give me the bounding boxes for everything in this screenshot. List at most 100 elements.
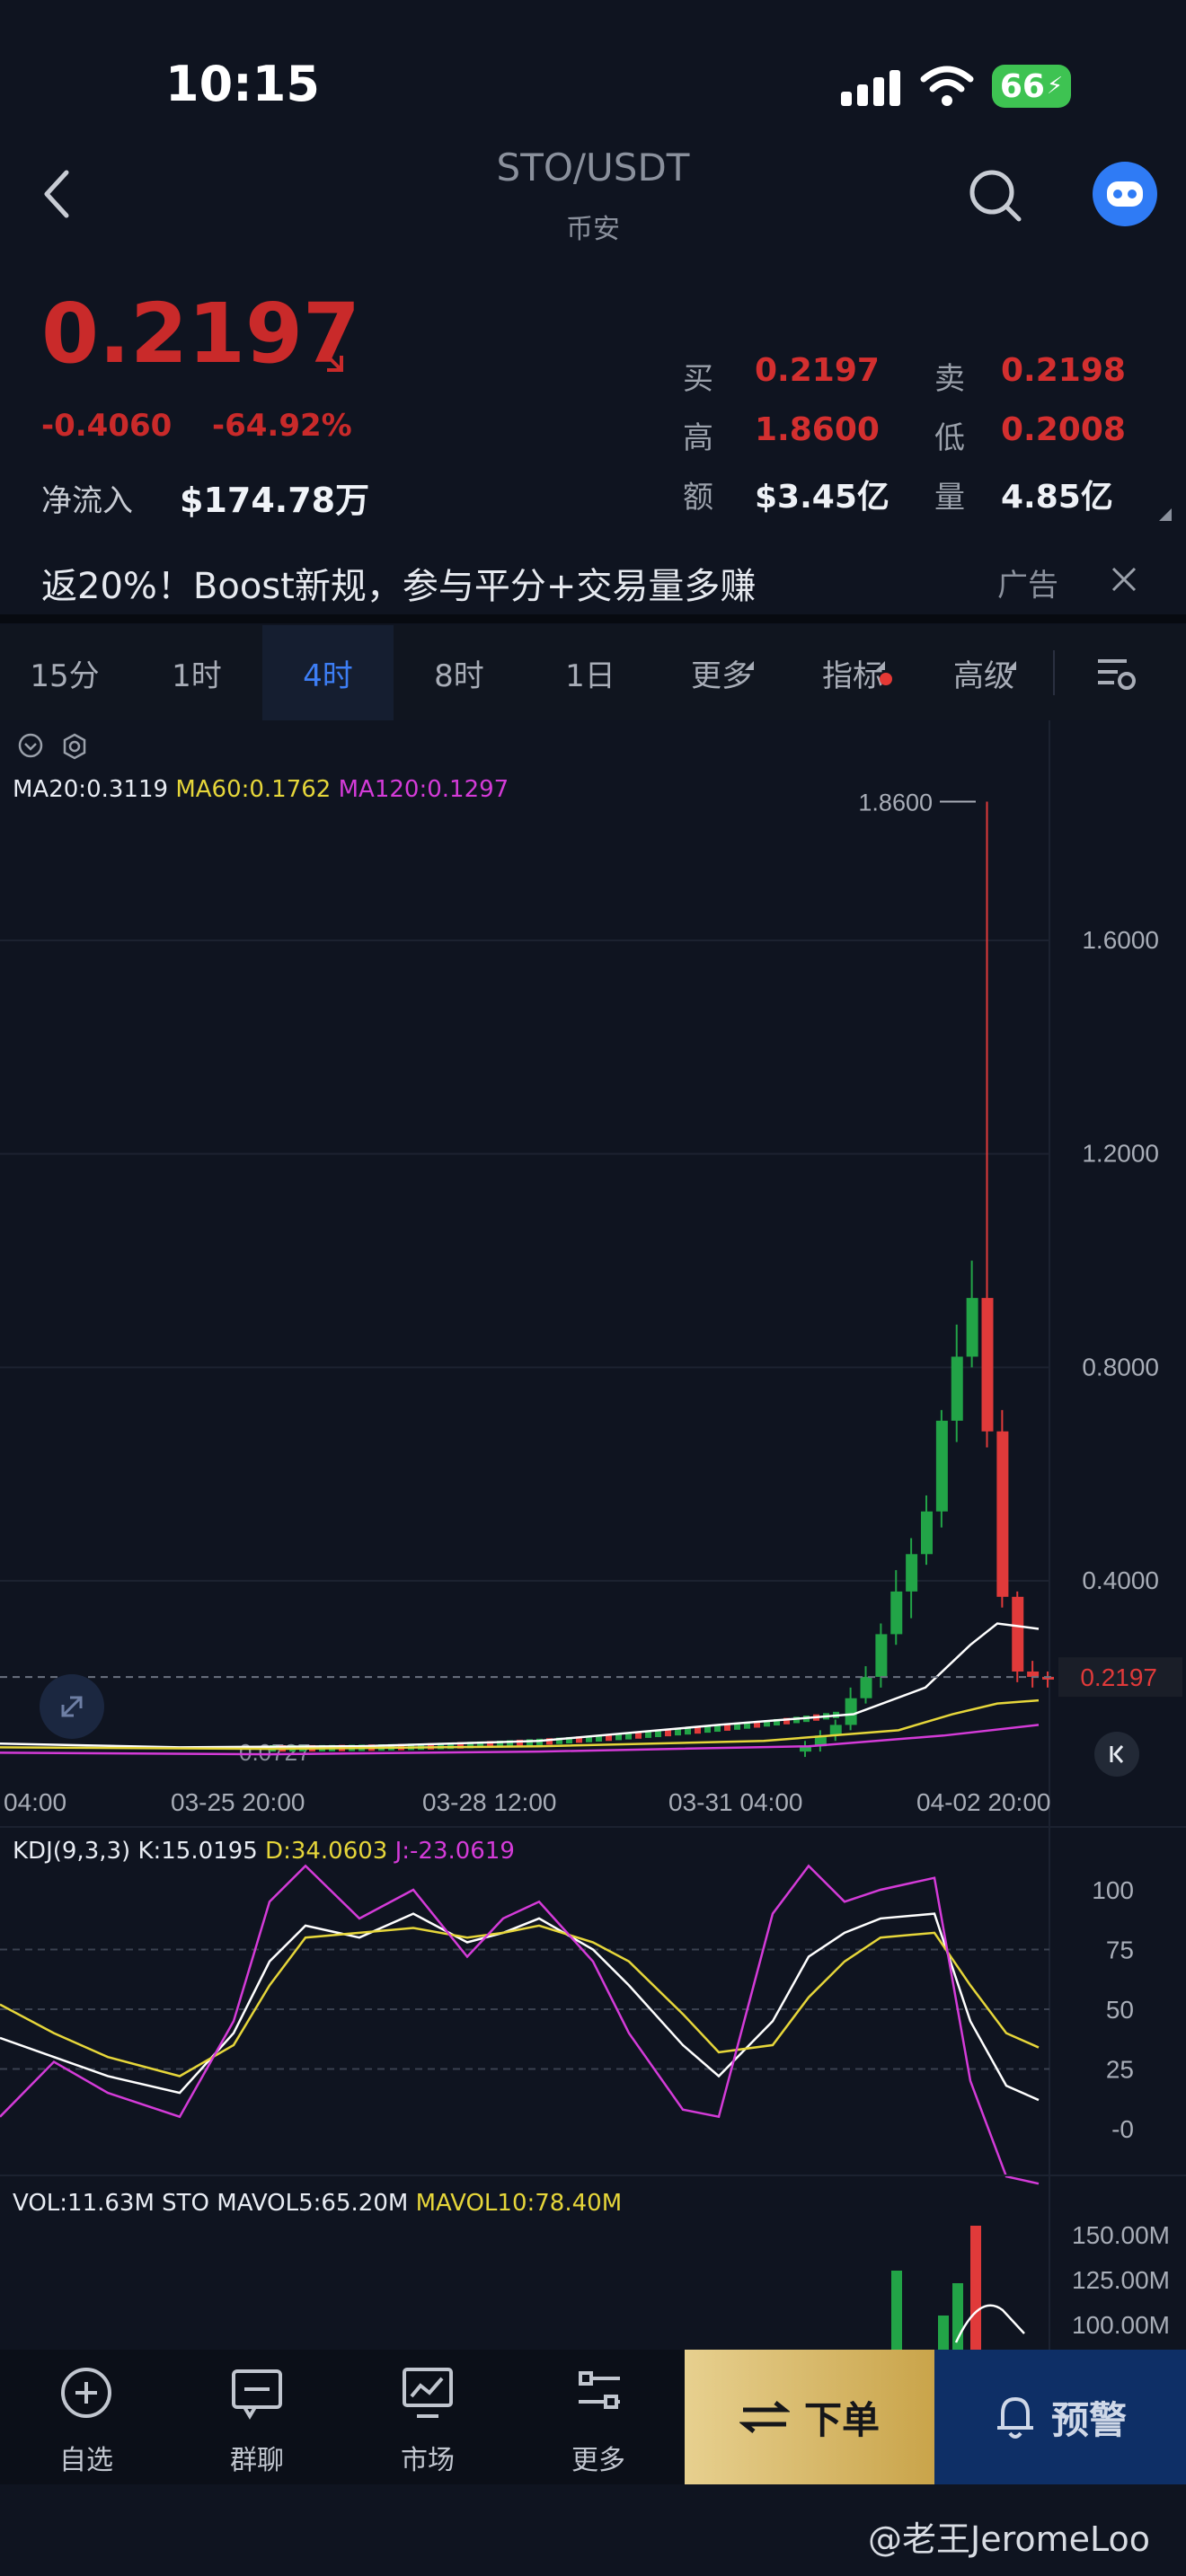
candle [935,1420,948,1512]
expand-corner-icon[interactable] [1159,508,1172,521]
candle [606,1734,612,1742]
down-arrow-icon [320,348,343,372]
high-label: 高 [683,420,713,456]
mavol5: MAVOL5:65.20M [217,2190,409,2217]
candle [586,1735,592,1742]
candle [645,1731,651,1738]
candle [783,1717,790,1725]
battery-indicator: 66 ⚡ [992,65,1071,108]
tab-advanced-label: 高级 [953,657,1016,694]
tab-8h[interactable]: 8时 [434,657,484,694]
candle [724,1724,730,1731]
ma60-line [0,1698,1040,1751]
high-price: 1.8600 [755,411,880,448]
tab-more-label: 更多 [691,657,754,694]
cellular-signal-icon [841,70,900,106]
candle [734,1723,740,1730]
close-icon[interactable] [1111,566,1137,593]
candle [890,1591,903,1635]
candle [447,1742,454,1750]
tab-4h[interactable]: 4时 [262,625,394,720]
candle [596,1734,602,1742]
candle [774,1718,780,1726]
ad-banner-text[interactable]: 返20%！Boost新规，参与平分+交易量多赚 [41,566,757,607]
collapse-chevron-icon[interactable] [18,733,45,760]
tab-indicators[interactable]: 指标 [787,625,918,720]
y-tick-label: 0.4000 [1082,1566,1159,1594]
volume-value: 4.85亿 [1001,479,1113,516]
tab-1d[interactable]: 1日 [565,657,615,694]
tab-advanced[interactable]: 高级 [918,625,1049,720]
kdj-y-tick: 50 [1106,1996,1134,2024]
candle [800,1746,811,1752]
price-chart[interactable]: 1.6000 1.2000 0.8000 0.4000 1.8600 0.0727 0.21… [0,720,1186,2350]
tab-15m[interactable]: 15分 [30,657,100,694]
candle [467,1742,474,1749]
nav-chat[interactable]: 群聊 [203,2362,311,2479]
candle [615,1734,622,1741]
high-marker-label: 1.8600 [858,790,933,816]
nav-chat-label: 群聊 [230,2445,284,2476]
candle [497,1740,503,1748]
nav-more-label: 更多 [571,2445,625,2476]
candle [566,1736,572,1744]
fullscreen-button[interactable] [40,1674,104,1739]
buy-label: 买 [683,361,713,397]
last-price: 0.2197 [41,286,361,382]
x-tick-label: 03-28 12:00 [422,1788,556,1816]
sell-label: 卖 [934,361,965,397]
tab-1h[interactable]: 1时 [172,657,222,694]
nav-watchlist[interactable]: 自选 [32,2362,140,2479]
current-price-tag: 0.2197 [1080,1663,1157,1691]
market-chart-icon [403,2368,453,2418]
nav-market[interactable]: 市场 [374,2362,482,2479]
vol-value: VOL:11.63M STO [13,2190,210,2217]
amount-label: 额 [683,480,713,516]
vol-y-tick: 150.00M [1072,2221,1170,2249]
nav-more[interactable]: 更多 [544,2362,652,2479]
candle [1042,1676,1054,1680]
volume-bar [938,2316,949,2350]
interval-tabs [0,625,1186,720]
ad-tag: 广告 [997,568,1058,604]
assistant-bot-icon[interactable] [1093,162,1157,226]
vol-legend: VOL:11.63M STO MAVOL5:65.20M MAVOL10:78.… [13,2190,622,2217]
x-tick-label: 03-25 20:00 [171,1788,305,1816]
swap-arrows-icon [739,2401,790,2433]
kdj-j: J:-23.0619 [394,1838,515,1865]
candle [556,1737,562,1744]
y-tick-label: 1.6000 [1082,926,1159,954]
vol-y-tick: 125.00M [1072,2266,1170,2294]
candle [625,1733,632,1740]
mavol-line [954,2304,1025,2343]
ma20-line [0,1622,1040,1749]
wifi-icon [920,66,974,106]
candle [517,1739,523,1747]
low-price: 0.2008 [1001,411,1126,448]
tab-indicators-label: 指标 [822,651,892,695]
candle [665,1729,671,1737]
candle [438,1742,444,1750]
candle [875,1634,888,1677]
nav-watchlist-label: 自选 [59,2445,113,2476]
settings-gear-icon[interactable] [61,733,88,760]
candle [814,1735,827,1747]
chart-settings-icon[interactable] [1096,654,1137,693]
back-arrow-icon[interactable] [40,169,75,219]
candle [981,1298,994,1432]
divider [0,614,1186,623]
candle [714,1725,721,1733]
kdj-d: D:34.0603 [265,1838,388,1865]
place-order-button[interactable]: 下单 [685,2350,934,2484]
watermark: @老王JeromeLoo [868,2519,1151,2559]
tab-more[interactable]: 更多 [656,625,787,720]
search-icon[interactable] [967,167,1024,225]
candle [1012,1596,1024,1672]
candle [1027,1672,1040,1677]
price-alert-button[interactable]: 预警 [934,2350,1186,2484]
scroll-to-latest-button[interactable] [1094,1732,1139,1777]
candle [754,1721,760,1728]
candle [655,1730,661,1738]
candle [635,1732,642,1739]
candle [527,1739,533,1746]
